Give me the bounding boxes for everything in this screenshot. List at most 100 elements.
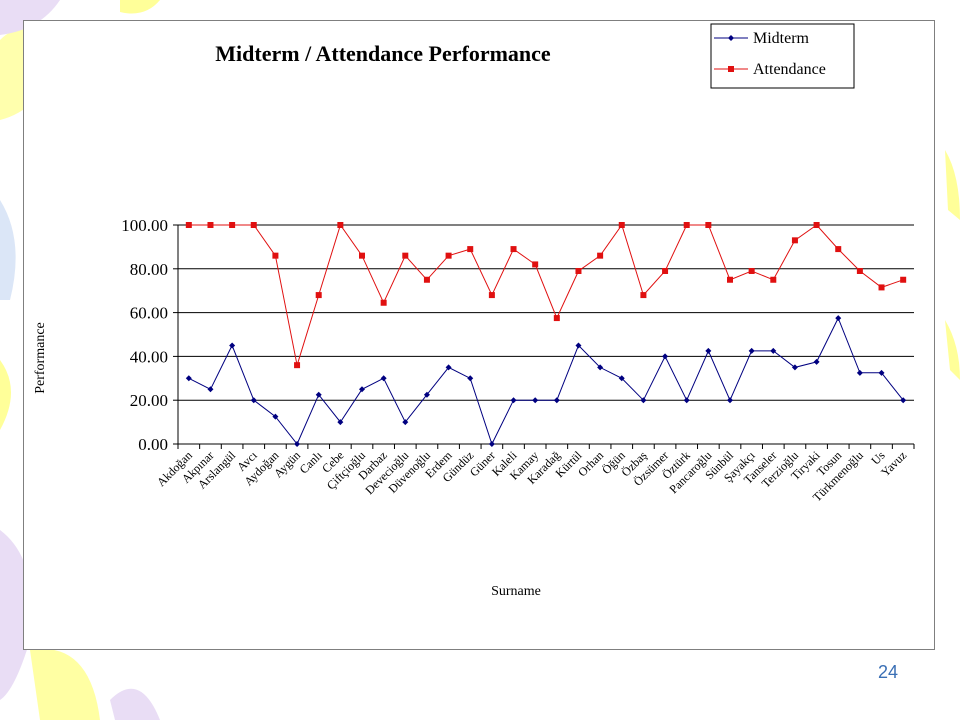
data-point-midterm bbox=[423, 391, 430, 398]
data-point-midterm bbox=[575, 342, 582, 349]
legend: Midterm Attendance bbox=[710, 23, 855, 89]
data-point-midterm bbox=[662, 353, 669, 360]
data-point-attendance bbox=[640, 292, 647, 299]
data-point-attendance bbox=[727, 276, 733, 283]
page-number: 24 bbox=[878, 662, 899, 682]
decor-yellow-leaf bbox=[120, 0, 160, 14]
data-point-midterm bbox=[315, 391, 322, 398]
data-point-attendance bbox=[294, 362, 301, 369]
data-point-attendance bbox=[705, 222, 712, 228]
data-point-attendance bbox=[878, 284, 885, 291]
line-chart: Midterm / Attendance Performance Midterm… bbox=[33, 23, 915, 599]
data-point-attendance bbox=[272, 252, 279, 259]
data-point-attendance bbox=[467, 246, 474, 253]
data-point-attendance bbox=[315, 292, 322, 299]
data-point-attendance bbox=[618, 222, 625, 228]
data-point-midterm bbox=[770, 347, 777, 354]
data-point-attendance bbox=[229, 222, 236, 228]
data-point-midterm bbox=[229, 342, 236, 349]
decor-purple-streak-bottom bbox=[110, 688, 160, 720]
data-point-midterm bbox=[597, 364, 604, 371]
data-point-attendance bbox=[380, 299, 387, 306]
legend-midterm-marker bbox=[728, 35, 734, 41]
data-point-midterm bbox=[878, 369, 885, 376]
x-tick-label: Yavuz bbox=[878, 448, 909, 479]
data-point-attendance bbox=[423, 276, 430, 283]
data-point-midterm bbox=[727, 397, 733, 404]
y-axis-title: Performance bbox=[33, 322, 48, 394]
legend-attendance-label: Attendance bbox=[753, 61, 826, 78]
x-tick-label: Canlı bbox=[297, 448, 326, 477]
data-point-attendance bbox=[856, 267, 863, 274]
x-axis-title: Surname bbox=[491, 584, 541, 599]
data-point-midterm bbox=[813, 358, 820, 365]
data-point-attendance bbox=[835, 246, 842, 253]
decor-yellow-right-2 bbox=[945, 320, 960, 380]
data-point-attendance bbox=[575, 267, 582, 274]
data-point-attendance bbox=[662, 267, 669, 274]
y-tick-label: 100.00 bbox=[121, 216, 168, 235]
legend-box bbox=[710, 23, 855, 89]
decor-purple-swirl bbox=[0, 0, 60, 35]
data-point-midterm bbox=[532, 397, 539, 404]
data-point-midterm bbox=[467, 375, 474, 382]
data-point-attendance bbox=[337, 222, 344, 228]
data-point-midterm bbox=[402, 419, 409, 426]
data-point-midterm bbox=[791, 364, 798, 371]
data-point-attendance bbox=[445, 252, 452, 259]
data-point-midterm bbox=[748, 347, 755, 354]
data-point-midterm bbox=[640, 397, 647, 404]
y-tick-label: 20.00 bbox=[130, 391, 168, 410]
data-point-attendance bbox=[402, 252, 409, 259]
data-point-attendance bbox=[813, 222, 820, 228]
legend-midterm-label: Midterm bbox=[753, 30, 810, 47]
decor-blue-leaf bbox=[0, 200, 16, 300]
data-point-attendance bbox=[791, 237, 798, 244]
y-tick-label: 60.00 bbox=[130, 304, 168, 323]
data-point-midterm bbox=[250, 397, 257, 404]
data-point-attendance bbox=[553, 315, 560, 322]
chart-title: Midterm / Attendance Performance bbox=[215, 41, 551, 66]
data-point-attendance bbox=[488, 292, 495, 299]
series-line-midterm bbox=[188, 316, 904, 446]
data-point-attendance bbox=[359, 252, 365, 259]
data-point-midterm bbox=[380, 375, 387, 382]
data-point-midterm bbox=[207, 386, 214, 393]
legend-attendance-marker bbox=[728, 66, 734, 72]
data-point-attendance bbox=[770, 276, 777, 283]
decor-yellow-swirl-bottom bbox=[30, 648, 100, 720]
data-point-attendance bbox=[250, 222, 257, 228]
data-point-attendance bbox=[748, 267, 755, 274]
data-point-midterm bbox=[900, 397, 907, 404]
series-line-attendance bbox=[188, 223, 904, 366]
data-point-midterm bbox=[705, 347, 712, 354]
data-point-attendance bbox=[532, 261, 539, 268]
data-point-midterm bbox=[510, 397, 517, 404]
data-point-attendance bbox=[185, 222, 192, 228]
data-point-attendance bbox=[597, 252, 604, 259]
data-point-midterm bbox=[185, 375, 192, 382]
chart-container: Midterm / Attendance Performance Midterm… bbox=[23, 20, 935, 650]
data-point-midterm bbox=[618, 375, 625, 382]
data-point-midterm bbox=[835, 315, 842, 322]
y-tick-label: 40.00 bbox=[130, 347, 168, 366]
y-tick-label: 0.00 bbox=[138, 435, 168, 454]
plot-area: 0.0020.0040.0060.0080.00100.00AkdoğanAkp… bbox=[121, 216, 915, 504]
data-point-midterm bbox=[445, 364, 452, 371]
data-point-midterm bbox=[488, 441, 495, 447]
data-point-midterm bbox=[553, 397, 560, 404]
decor-yellow-streak bbox=[0, 360, 11, 430]
data-point-attendance bbox=[683, 222, 690, 228]
data-point-attendance bbox=[510, 246, 517, 253]
data-point-midterm bbox=[272, 413, 279, 420]
data-point-attendance bbox=[900, 276, 907, 283]
data-point-attendance bbox=[207, 222, 214, 228]
y-tick-label: 80.00 bbox=[130, 260, 168, 279]
data-point-midterm bbox=[294, 441, 301, 447]
data-point-midterm bbox=[683, 397, 690, 404]
decor-yellow-right bbox=[945, 150, 960, 220]
data-point-midterm bbox=[856, 369, 863, 376]
data-point-midterm bbox=[359, 386, 365, 393]
data-point-midterm bbox=[337, 419, 344, 426]
